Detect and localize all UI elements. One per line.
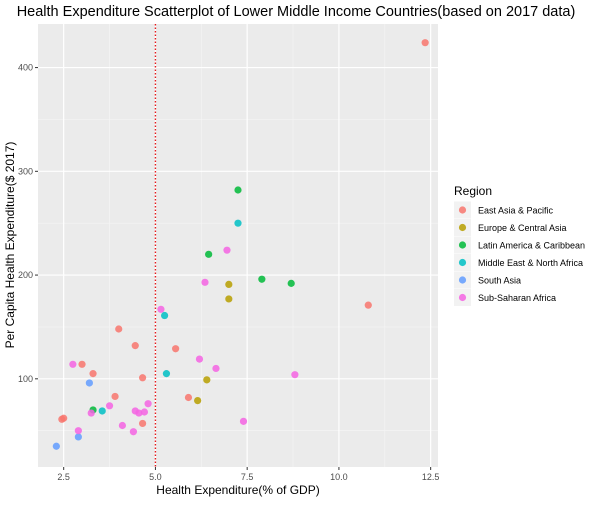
legend-label: Middle East & North Africa — [478, 258, 583, 268]
data-point — [421, 39, 429, 47]
y-tick-label: 400 — [18, 63, 33, 73]
y-axis-label: Per Capita Health Expenditure($ 2017) — [3, 142, 17, 349]
data-point — [225, 280, 233, 289]
data-point — [195, 355, 204, 363]
x-tick-label: 10.0 — [330, 472, 348, 482]
legend-marker — [458, 223, 467, 232]
plot-panel — [38, 24, 438, 467]
y-axis: 100 200 300 400 — [18, 63, 38, 384]
data-point — [223, 246, 231, 254]
data-point — [138, 374, 147, 382]
y-tick-label: 100 — [18, 374, 33, 384]
legend-label: South Asia — [478, 276, 521, 286]
data-point — [98, 407, 106, 415]
legend: Region East Asia & Pacific Europe & Centr… — [454, 184, 585, 306]
y-tick-label: 300 — [18, 166, 33, 176]
x-axis: 2.5 5.0 7.5 10.0 12.5 — [57, 467, 439, 482]
data-point — [157, 305, 165, 313]
data-point — [69, 360, 77, 368]
data-point — [140, 408, 149, 416]
y-tick-label: 200 — [18, 270, 33, 280]
data-point — [87, 409, 95, 417]
x-tick-label: 12.5 — [422, 472, 440, 482]
legend-title: Region — [454, 184, 492, 198]
data-point — [194, 397, 202, 405]
data-point — [287, 279, 295, 287]
data-point — [184, 393, 193, 402]
legend-marker — [458, 276, 467, 284]
data-point — [74, 427, 82, 435]
x-tick-label: 5.0 — [149, 472, 162, 482]
data-point — [225, 295, 233, 303]
data-point — [201, 278, 209, 286]
data-point — [135, 409, 143, 417]
x-axis-label: Health Expenditure(% of GDP) — [156, 483, 319, 497]
data-point — [105, 402, 114, 410]
x-tick-label: 2.5 — [57, 472, 70, 482]
data-point — [258, 275, 266, 283]
data-point — [74, 433, 82, 441]
legend-label: Latin America & Caribbean — [478, 241, 585, 251]
data-point — [138, 419, 147, 428]
data-point — [239, 417, 248, 425]
data-point — [162, 370, 171, 378]
legend-marker — [458, 241, 467, 249]
data-point — [78, 360, 86, 368]
data-point — [89, 370, 97, 378]
data-point — [111, 392, 119, 401]
data-point — [131, 342, 139, 350]
data-point — [172, 345, 180, 353]
data-point — [212, 364, 220, 373]
data-point — [291, 371, 299, 379]
legend-label: Europe & Central Asia — [478, 223, 567, 233]
legend-label: East Asia & Pacific — [478, 206, 554, 216]
data-point — [52, 442, 60, 450]
legend-label: Sub-Saharan Africa — [478, 293, 556, 303]
chart-title: Health Expenditure Scatterplot of Lower … — [17, 4, 576, 20]
data-point — [60, 414, 68, 422]
legend-marker — [458, 206, 467, 214]
legend-marker — [458, 258, 467, 267]
data-point — [144, 400, 152, 408]
data-point — [129, 428, 138, 436]
legend-items: East Asia & Pacific Europe & Central Asia… — [454, 201, 585, 306]
data-point — [85, 379, 93, 387]
x-tick-label: 7.5 — [241, 472, 254, 482]
data-point — [234, 186, 242, 194]
data-point — [161, 311, 169, 320]
grid-lines — [38, 24, 438, 467]
data-point — [115, 325, 123, 333]
data-point — [234, 219, 242, 227]
data-point — [364, 301, 372, 309]
data-point — [203, 376, 211, 384]
legend-marker — [458, 293, 467, 302]
data-point — [205, 250, 213, 258]
data-point — [118, 421, 127, 430]
points-layer — [52, 39, 429, 450]
